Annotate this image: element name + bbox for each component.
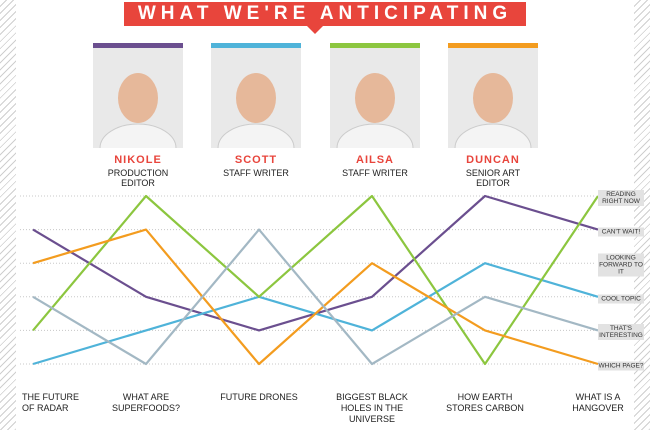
legend-name: AILSA [356,154,394,166]
y-tick-label: CAN'T WAIT! [598,227,644,237]
portrait-body [99,123,177,148]
portrait-body [336,123,414,148]
portrait [330,48,420,148]
x-tick-label: HOW EARTH STORES CARBON [446,392,524,413]
legend-name: NIKOLE [114,154,162,166]
portrait [93,48,183,148]
x-tick-label: WHAT IS A HANGOVER [572,392,624,413]
banner-notch [307,26,323,34]
legend-role: PRODUCTION EDITOR [107,168,169,188]
portrait-head [355,73,395,123]
legend-color [93,43,183,48]
hatch-right [634,0,650,430]
portrait-body [454,123,532,148]
legend-color [330,43,420,48]
y-tick-label: READING RIGHT NOW [598,190,644,206]
legend-card: DUNCAN SENIOR ART EDITOR [448,43,538,188]
portrait-head [236,73,276,123]
legend-color [211,43,301,48]
series-line [32,228,599,366]
legend-role: STAFF WRITER [342,168,408,178]
x-tick-label: THE FUTURE OF RADAR [22,392,79,413]
legend-card: AILSA STAFF WRITER [330,43,420,178]
portrait [448,48,538,148]
legend-card: NIKOLE PRODUCTION EDITOR [93,43,183,188]
y-tick-label: THAT'S INTERESTING [598,324,644,341]
y-tick-label: COOL TOPIC [598,294,644,304]
legend-name: DUNCAN [466,154,520,166]
series-line [32,194,599,332]
hatch-left [0,0,16,430]
legend-color [448,43,538,48]
y-tick-label: WHICH PAGE? [598,361,644,371]
legend-card: SCOTT STAFF WRITER [211,43,301,178]
x-tick-label: BIGGEST BLACK HOLES IN THE UNIVERSE [336,392,408,424]
portrait-body [217,123,295,148]
x-tick-label: FUTURE DRONES [220,392,298,402]
series-line [32,228,599,366]
portrait-head [473,73,513,123]
legend-name: SCOTT [234,154,278,166]
legend-role: STAFF WRITER [223,168,289,178]
banner-title: WHAT WE'RE ANTICIPATING [124,2,526,26]
legend-role: SENIOR ART EDITOR [465,168,521,188]
portrait-head [118,73,158,123]
portrait [211,48,301,148]
x-tick-label: WHAT ARE SUPERFOODS? [111,392,180,413]
y-tick-label: LOOKING FORWARD TO IT [598,253,644,277]
